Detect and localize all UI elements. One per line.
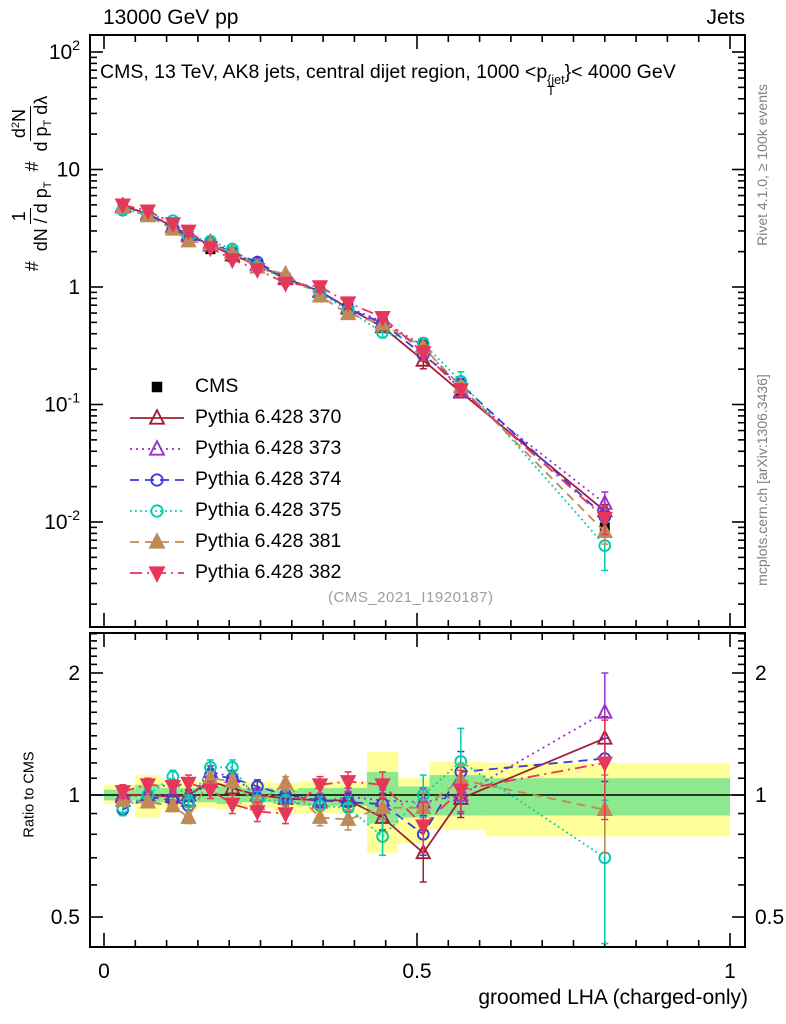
svg-text:102: 102	[49, 37, 80, 64]
legend-item-pythia-6-428-370: Pythia 6.428 370	[128, 402, 341, 433]
ylabel-hash: #	[21, 261, 42, 272]
svg-text:1: 1	[755, 784, 767, 807]
x-axis-label: groomed LHA (charged-only)	[478, 986, 748, 1009]
svg-text:0: 0	[98, 960, 110, 983]
ratio-panel-series	[114, 672, 613, 945]
mcplots-arxiv-note: mcplots.cern.ch [arXiv:1306.3436]	[754, 374, 770, 586]
rivet-version-note: Rivet 4.1.0, ≥ 100k events	[754, 84, 770, 246]
svg-text:0.5: 0.5	[755, 906, 784, 929]
legend-item-pythia-6-428-382: Pythia 6.428 382	[128, 557, 341, 588]
plot-title-sup: {jet	[547, 73, 565, 87]
frac2-den: d pT dλ	[31, 95, 55, 152]
svg-text:10-2: 10-2	[44, 507, 80, 534]
legend-item-pythia-6-428-375: Pythia 6.428 375	[128, 495, 341, 526]
frac1-den: dN / d pT	[31, 181, 55, 252]
plot-title-suffix: }< 4000 GeV	[564, 61, 676, 83]
legend-marker	[130, 407, 184, 425]
svg-text:0.5: 0.5	[402, 960, 431, 983]
main-panel-series	[114, 196, 613, 572]
legend-item-cms: CMS	[128, 371, 341, 402]
pt-sup-sub: {jet T	[547, 73, 565, 98]
svg-text:1: 1	[68, 784, 80, 807]
analysis-id-watermark: (CMS_2021_I1920187)	[328, 589, 494, 606]
ylabel-fraction-1: 1 dN / d pT	[9, 179, 54, 255]
svg-text:1: 1	[68, 276, 80, 299]
legend-label: Pythia 6.428 382	[195, 561, 342, 583]
main-y-axis-label: # 1 dN / d pT # d2N d pT dλ	[0, 12, 64, 352]
legend-label: CMS	[195, 375, 239, 397]
plot-title-text: CMS, 13 TeV, AK8 jets, central dijet reg…	[100, 61, 548, 83]
frac1-num: 1	[9, 208, 32, 225]
svg-text:0.5: 0.5	[51, 906, 80, 929]
frac2-num: d2N	[9, 106, 32, 142]
beam-energy-label: 13000 GeV pp	[103, 6, 239, 29]
ylabel-hash-2: #	[21, 161, 42, 172]
legend-label: Pythia 6.428 374	[195, 468, 342, 490]
legend-item-pythia-6-428-373: Pythia 6.428 373	[128, 433, 341, 464]
ratio-series-pythia-6-428-382	[114, 719, 613, 854]
plot-title: CMS, 13 TeV, AK8 jets, central dijet reg…	[100, 61, 748, 97]
legend-marker	[130, 531, 184, 549]
svg-text:2: 2	[68, 662, 80, 685]
plot-title-sub: T	[547, 84, 555, 98]
ylabel-fraction-2: d2N d pT dλ	[9, 93, 54, 155]
legend-item-pythia-6-428-374: Pythia 6.428 374	[128, 464, 341, 495]
legend: CMS Pythia 6.428 370 Pythia 6.428 373 Pythi…	[128, 371, 341, 588]
legend-marker	[151, 381, 163, 392]
legend-item-pythia-6-428-381: Pythia 6.428 381	[128, 526, 341, 557]
svg-text:1: 1	[724, 960, 736, 983]
legend-marker	[130, 438, 184, 456]
legend-marker	[130, 503, 184, 518]
ratio-y-axis-label: Ratio to CMS	[21, 751, 38, 838]
svg-text:10-1: 10-1	[44, 390, 80, 417]
axis-ticks	[90, 35, 745, 947]
legend-marker	[130, 565, 184, 583]
legend-label: Pythia 6.428 373	[195, 437, 342, 459]
main-series-pythia-6-428-382	[114, 198, 613, 536]
axis-tick-labels: 102 10 1 10-1 10-2 2 2 1 1 0.5 0.5 0 0.5 1	[44, 37, 784, 983]
analysis-group-label: Jets	[706, 6, 745, 29]
svg-text:2: 2	[755, 662, 767, 685]
legend-marker	[130, 472, 184, 487]
legend-label: Pythia 6.428 370	[195, 406, 342, 428]
legend-label: Pythia 6.428 381	[195, 530, 342, 552]
legend-label: Pythia 6.428 375	[195, 499, 342, 521]
svg-text:10: 10	[57, 159, 80, 182]
